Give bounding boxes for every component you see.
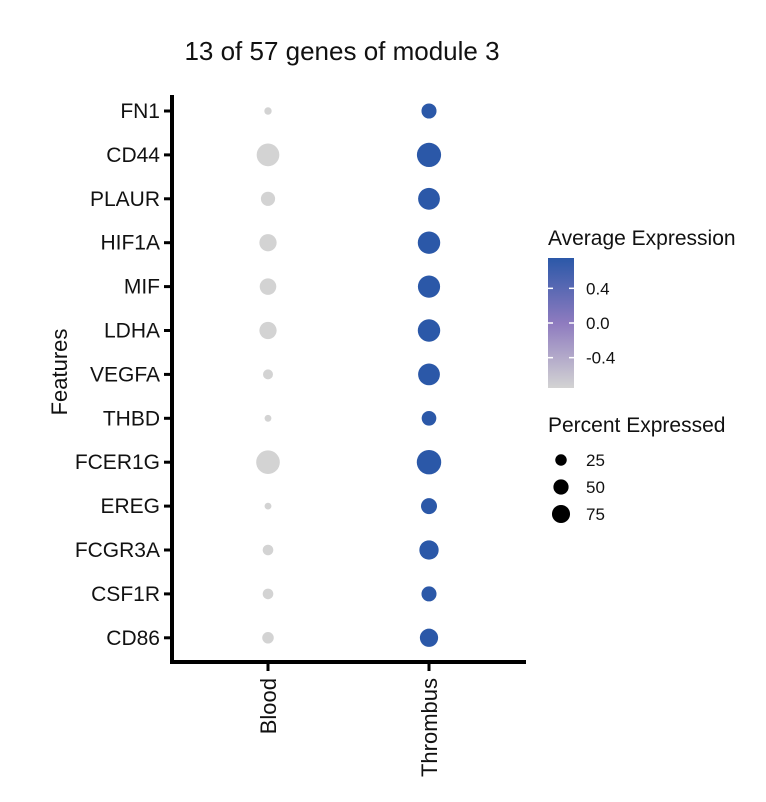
dot-fn1-thrombus	[421, 103, 437, 119]
dot-hif1a-thrombus	[417, 231, 441, 254]
color-legend-label: 0.0	[586, 314, 610, 333]
y-axis-title: Features	[47, 329, 72, 416]
size-legend-dot-50	[553, 479, 569, 495]
color-legend-title: Average Expression	[548, 227, 736, 250]
dot-fcgr3a-thrombus	[419, 540, 439, 560]
dot-markers	[256, 103, 442, 647]
y-tick-label-vegfa: VEGFA	[90, 363, 160, 386]
color-legend-label: 0.4	[586, 279, 610, 298]
dot-cd44-blood	[256, 143, 280, 167]
y-tick-label-plaur: PLAUR	[90, 188, 160, 211]
dot-fcer1g-blood	[256, 450, 280, 475]
dot-thbd-thrombus	[421, 410, 437, 426]
x-tick-label-thrombus: Thrombus	[417, 678, 442, 777]
dot-hif1a-blood	[259, 234, 277, 252]
dot-vegfa-thrombus	[418, 363, 440, 386]
color-legend-ticks: 0.4 0.0 -0.4	[548, 279, 615, 368]
dot-csf1r-thrombus	[421, 586, 437, 602]
dot-vegfa-blood	[263, 369, 273, 380]
dot-cd86-thrombus	[419, 628, 439, 647]
dot-ldha-blood	[259, 321, 277, 340]
y-tick-label-ldha: LDHA	[104, 320, 160, 343]
dot-mif-thrombus	[417, 275, 441, 298]
size-legend-label-75: 75	[586, 505, 605, 524]
chart-title: 13 of 57 genes of module 3	[184, 36, 499, 66]
y-tick-label-csf1r: CSF1R	[91, 583, 160, 606]
dot-ereg-blood	[264, 502, 272, 510]
dot-plaur-blood	[260, 191, 276, 206]
size-legend-label-25: 25	[586, 451, 605, 470]
y-tick-label-cd86: CD86	[106, 627, 160, 650]
color-legend-label: -0.4	[586, 349, 615, 368]
dot-cd86-blood	[262, 632, 274, 644]
y-tick-label-fn1: FN1	[120, 100, 160, 123]
y-tick-label-thbd: THBD	[103, 407, 160, 430]
size-legend-items: 25 50 75	[551, 451, 605, 524]
dot-plaur-thrombus	[418, 187, 440, 210]
dot-fcer1g-thrombus	[416, 449, 442, 475]
x-axis-ticks: Blood Thrombus	[256, 662, 442, 777]
dot-mif-blood	[259, 278, 277, 295]
y-tick-label-fcgr3a: FCGR3A	[75, 539, 160, 562]
dot-fcgr3a-blood	[262, 544, 274, 556]
dot-thbd-blood	[264, 414, 272, 422]
x-tick-label-blood: Blood	[256, 678, 281, 734]
y-axis-ticks: FN1 CD44 PLAUR HIF1A MIF LDHA VEGFA THBD FCER1G E…	[75, 100, 172, 650]
color-legend: Average Expression 0.4 0.0 -0.4	[548, 227, 736, 388]
size-legend-dot-75	[551, 504, 571, 524]
size-legend: Percent Expressed 25 50 75	[548, 414, 725, 524]
dot-ereg-thrombus	[420, 498, 438, 515]
size-legend-title: Percent Expressed	[548, 414, 725, 437]
y-tick-label-cd44: CD44	[106, 144, 160, 167]
y-tick-label-mif: MIF	[124, 276, 160, 299]
y-tick-label-hif1a: HIF1A	[100, 232, 160, 255]
dot-cd44-thrombus	[416, 142, 442, 168]
dot-fn1-blood	[264, 107, 272, 115]
y-tick-label-ereg: EREG	[100, 495, 160, 518]
y-tick-label-fcer1g: FCER1G	[75, 451, 160, 474]
dot-ldha-thrombus	[417, 319, 441, 342]
size-legend-label-50: 50	[586, 478, 605, 497]
size-legend-dot-25	[555, 454, 567, 466]
dot-csf1r-blood	[262, 588, 274, 600]
